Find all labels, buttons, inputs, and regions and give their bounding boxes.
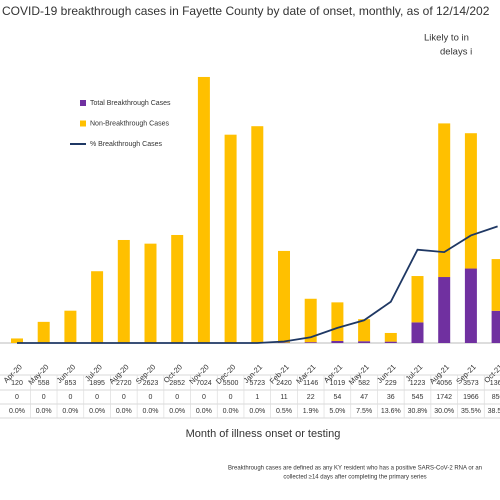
table-cell: 30.8% xyxy=(408,408,428,415)
bar xyxy=(197,76,210,343)
table-cell: 0 xyxy=(175,394,179,401)
line xyxy=(17,225,498,344)
table-cell: 120 xyxy=(11,380,23,387)
legend-label: Total Breakthrough Cases xyxy=(90,100,171,107)
bar xyxy=(358,319,371,342)
bar xyxy=(37,321,50,343)
table-cell: 4056 xyxy=(436,380,452,387)
table-cell: 1146 xyxy=(303,380,318,387)
bar xyxy=(278,250,290,343)
bar xyxy=(464,268,477,343)
bar xyxy=(117,239,130,343)
table-cell: 0.0% xyxy=(249,408,265,415)
bar xyxy=(384,341,397,343)
table-cell: 5723 xyxy=(250,380,266,387)
table-cell: 2623 xyxy=(143,380,159,387)
table-cell: 0.0% xyxy=(143,408,159,415)
bar xyxy=(491,259,500,311)
table-cell: 36 xyxy=(387,394,395,401)
table-cell: 0 xyxy=(229,394,233,401)
bar xyxy=(438,123,451,278)
table-cell: 0 xyxy=(42,394,46,401)
legend-swatch xyxy=(80,100,86,106)
table-cell: 54 xyxy=(334,394,342,401)
table-cell: 0.0% xyxy=(62,408,78,415)
bar xyxy=(11,338,23,343)
table-cell: 2852 xyxy=(169,380,185,387)
table-cell: 30.0% xyxy=(434,408,454,415)
bar xyxy=(331,340,344,343)
legend-label: Non-Breakthrough Cases xyxy=(90,120,169,127)
table-cell: 1742 xyxy=(436,394,452,401)
table-cell: 0 xyxy=(95,394,99,401)
bar xyxy=(224,134,237,343)
table-cell: 0.0% xyxy=(89,408,105,415)
table-cell: 0 xyxy=(68,394,72,401)
bar xyxy=(411,276,424,323)
table-cell: 1223 xyxy=(410,380,426,387)
legend-swatch xyxy=(80,120,86,127)
table-cell: 0 xyxy=(15,394,19,401)
table-cell: 7024 xyxy=(196,380,212,387)
annotation: Likely to in xyxy=(424,33,469,44)
bar xyxy=(251,126,264,343)
bar xyxy=(304,298,317,343)
table-cell: 0 xyxy=(122,394,126,401)
bar xyxy=(384,332,397,342)
bar xyxy=(331,302,344,341)
table-cell: 13.6% xyxy=(381,408,401,415)
legend-label: % Breakthrough Cases xyxy=(90,141,162,148)
table-cell: 0.0% xyxy=(116,408,132,415)
x-axis-label: Month of illness onset or testing xyxy=(186,428,341,440)
table-cell: 1966 xyxy=(463,394,479,401)
table-cell: 1.9% xyxy=(303,408,319,415)
table-cell: 1 xyxy=(255,394,259,401)
table-cell: 22 xyxy=(307,394,315,401)
table-cell: 0.0% xyxy=(9,408,25,415)
table-cell: 35.5% xyxy=(461,408,481,415)
table-cell: 853 xyxy=(65,380,77,387)
table-cell: 0.5% xyxy=(276,408,292,415)
table-cell: 1895 xyxy=(89,380,105,387)
table-cell: 3573 xyxy=(463,380,479,387)
bar xyxy=(91,271,104,343)
bar xyxy=(358,341,371,343)
table-cell: 229 xyxy=(385,380,397,387)
table-cell: 2720 xyxy=(116,380,132,387)
table-cell: 558 xyxy=(38,380,50,387)
table-cell: 0.0% xyxy=(223,408,239,415)
bar xyxy=(491,310,500,343)
table-cell: 47 xyxy=(360,394,368,401)
annotation: delays i xyxy=(440,47,472,58)
table-cell: 0 xyxy=(149,394,153,401)
bar xyxy=(171,234,184,343)
bar xyxy=(438,277,451,343)
table-cell: 0.0% xyxy=(169,408,185,415)
table-cell: 582 xyxy=(358,380,370,387)
table-cell: 850 xyxy=(492,394,500,401)
table-cell: 1019 xyxy=(330,380,346,387)
table-cell: 1366 xyxy=(490,380,500,387)
chart-title: COVID-19 breakthrough cases in Fayette C… xyxy=(2,4,490,18)
bar xyxy=(64,310,77,343)
table-cell: 545 xyxy=(412,394,424,401)
table-cell: 7.5% xyxy=(356,408,372,415)
table-cell: 5500 xyxy=(223,380,239,387)
bar xyxy=(411,322,424,343)
bar xyxy=(464,133,477,269)
table-cell: 38.5% xyxy=(488,408,500,415)
table-cell: 2420 xyxy=(276,380,292,387)
footnote: collected ≥14 days after completing the … xyxy=(283,475,426,481)
bar xyxy=(304,342,317,343)
table-cell: 5.0% xyxy=(329,408,345,415)
table-cell: 11 xyxy=(280,394,287,401)
bar xyxy=(144,243,157,343)
table-cell: 0.0% xyxy=(196,408,212,415)
table-cell: 0 xyxy=(202,394,206,401)
footnote: Breakthrough cases are defined as any KY… xyxy=(228,466,482,472)
table-cell: 0.0% xyxy=(36,408,52,415)
